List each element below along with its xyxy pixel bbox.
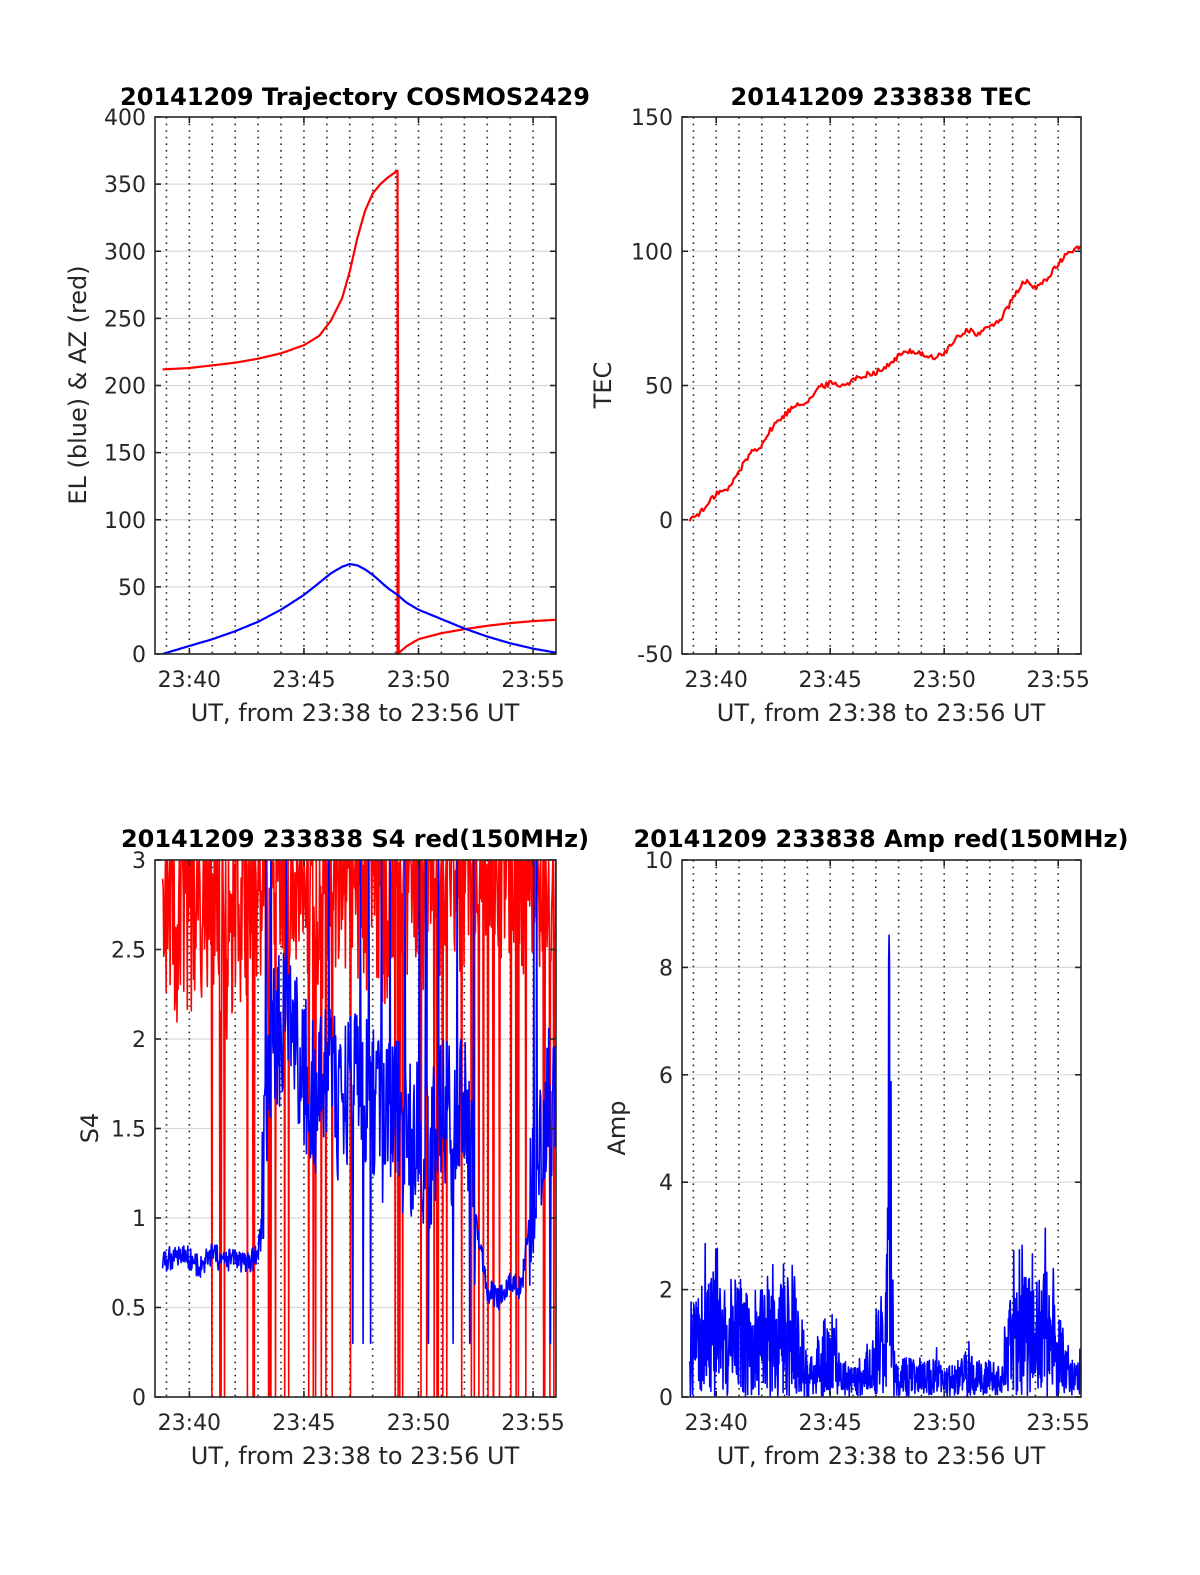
tec-title: 20141209 233838 TEC — [731, 83, 1032, 111]
tec-series-line-0 — [688, 245, 1082, 522]
s4-ytick-label: 0.5 — [111, 1297, 146, 1322]
trajectory-series-line-0 — [162, 169, 556, 656]
trajectory-xtick-label: 23:45 — [272, 668, 335, 693]
trajectory-title: 20141209 Trajectory COSMOS2429 — [120, 83, 590, 111]
trajectory-ytick-label: 50 — [118, 576, 146, 601]
trajectory-series-line-1 — [162, 563, 557, 656]
panel-trajectory: 0 50 100 150 200 250 300 350 400 23:40 23:45 23:50 2… — [64, 83, 590, 727]
trajectory-ytick-label: 200 — [104, 375, 146, 400]
amp-xtick-label: 23:40 — [684, 1411, 747, 1436]
s4-series-line-0 — [161, 859, 557, 1398]
trajectory-ytick-label: 350 — [104, 173, 146, 198]
trajectory-ytick-label: 250 — [104, 307, 146, 332]
s4-xtick-label: 23:45 — [272, 1411, 335, 1436]
tec-marks: -50 0 50 100 150 23:40 23:45 23:50 23:55 — [631, 106, 1090, 693]
trajectory-ytick-label: 150 — [104, 442, 146, 467]
tec-xtick-label: 23:45 — [798, 668, 861, 693]
tec-ytick-label: -50 — [637, 643, 673, 668]
amp-marks: 0 2 4 6 8 10 23:40 23:45 23:50 23:55 — [645, 849, 1090, 1436]
s4-xtick-label: 23:40 — [158, 1411, 221, 1436]
s4-ylabel: S4 — [76, 1113, 104, 1144]
trajectory-xtick-label: 23:50 — [387, 668, 450, 693]
tec-xtick-label: 23:50 — [912, 668, 975, 693]
amp-ytick-label: 0 — [659, 1386, 673, 1411]
amp-ytick-label: 10 — [645, 849, 673, 874]
amp-axes-frame — [681, 859, 1082, 1398]
s4-ytick-label: 1 — [132, 1207, 146, 1232]
tec-ytick-label: 50 — [645, 375, 673, 400]
trajectory-ytick-label: 400 — [104, 106, 146, 131]
s4-xlabel: UT, from 23:38 to 23:56 UT — [191, 1442, 520, 1470]
tec-xlabel: UT, from 23:38 to 23:56 UT — [717, 699, 1046, 727]
amp-ytick-label: 4 — [659, 1171, 673, 1196]
trajectory-xtick-label: 23:40 — [158, 668, 221, 693]
s4-xtick-label: 23:55 — [501, 1411, 564, 1436]
amp-xlabel: UT, from 23:38 to 23:56 UT — [717, 1442, 1046, 1470]
amp-xtick-label: 23:45 — [798, 1411, 861, 1436]
trajectory-ytick-label: 100 — [104, 509, 146, 534]
tec-xtick-label: 23:55 — [1026, 668, 1089, 693]
tec-ytick-label: 150 — [631, 106, 673, 131]
trajectory-xtick-label: 23:55 — [501, 668, 564, 693]
s4-series-line-1 — [161, 859, 557, 1345]
amp-ytick-label: 8 — [659, 956, 673, 981]
s4-marks: 0 0.5 1 1.5 2 2.5 3 23:40 23:45 23:50 23:55 — [111, 849, 565, 1436]
trajectory-ytick-label: 0 — [132, 643, 146, 668]
amp-series-line-0 — [688, 934, 1082, 1398]
s4-ytick-label: 2 — [132, 1028, 146, 1053]
trajectory-marks: 0 50 100 150 200 250 300 350 400 23:40 23:45 23:50 2… — [104, 106, 565, 693]
tec-ytick-label: 100 — [631, 240, 673, 265]
panel-tec: -50 0 50 100 150 23:40 23:45 23:50 23:55 2014120… — [589, 83, 1090, 727]
s4-ytick-label: 1.5 — [111, 1118, 146, 1143]
s4-ytick-label: 3 — [132, 849, 146, 874]
s4-xtick-label: 23:50 — [387, 1411, 450, 1436]
panel-s4: 0 0.5 1 1.5 2 2.5 3 23:40 23:45 23:50 23:55 201412… — [76, 825, 589, 1470]
amp-ytick-label: 6 — [659, 1064, 673, 1089]
trajectory-ytick-label: 300 — [104, 240, 146, 265]
trajectory-ylabel: EL (blue) & AZ (red) — [64, 265, 92, 504]
amp-xtick-label: 23:50 — [912, 1411, 975, 1436]
s4-title: 20141209 233838 S4 red(150MHz) — [121, 825, 589, 853]
amp-ylabel: Amp — [603, 1100, 631, 1155]
tec-ylabel: TEC — [589, 362, 617, 410]
s4-ytick-label: 0 — [132, 1386, 146, 1411]
s4-ytick-label: 2.5 — [111, 939, 146, 964]
trajectory-xlabel: UT, from 23:38 to 23:56 UT — [191, 699, 520, 727]
tec-ytick-label: 0 — [659, 509, 673, 534]
amp-xtick-label: 23:55 — [1026, 1411, 1089, 1436]
amp-title: 20141209 233838 Amp red(150MHz) — [634, 825, 1129, 853]
amp-ytick-label: 2 — [659, 1279, 673, 1304]
panel-amp: 0 2 4 6 8 10 23:40 23:45 23:50 23:55 20141209 233… — [603, 825, 1128, 1470]
tec-xtick-label: 23:40 — [684, 668, 747, 693]
